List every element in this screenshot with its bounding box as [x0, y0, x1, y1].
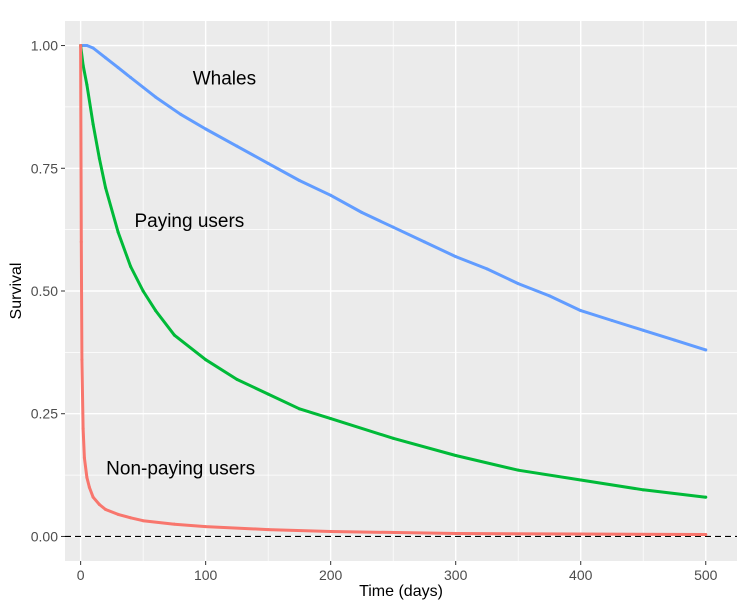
- data-point: [129, 264, 133, 268]
- data-point: [172, 333, 176, 337]
- data-point: [641, 328, 645, 332]
- data-point: [116, 66, 120, 70]
- data-point: [91, 122, 95, 126]
- data-point: [91, 46, 95, 50]
- data-point: [79, 44, 83, 48]
- data-point: [97, 156, 101, 160]
- data-point: [391, 225, 395, 229]
- x-tick-label: 300: [444, 567, 468, 583]
- data-point: [97, 503, 101, 507]
- data-point: [154, 309, 158, 313]
- data-point: [704, 532, 708, 536]
- data-point: [172, 522, 176, 526]
- data-point: [204, 127, 208, 131]
- data-point: [266, 161, 270, 165]
- data-point: [454, 255, 458, 259]
- data-point: [85, 476, 89, 480]
- x-tick-label: 400: [569, 567, 593, 583]
- data-point: [129, 75, 133, 79]
- data-point: [329, 193, 333, 197]
- data-point: [391, 436, 395, 440]
- data-point: [360, 210, 364, 214]
- series-lines: [79, 44, 708, 536]
- y-tick-label: 0.25: [31, 406, 58, 422]
- data-point: [129, 516, 133, 520]
- y-tick-label: 0.75: [31, 160, 58, 176]
- data-point: [116, 230, 120, 234]
- data-point: [204, 358, 208, 362]
- data-point: [516, 282, 520, 286]
- series-whales: [79, 44, 708, 352]
- data-point: [672, 338, 676, 342]
- data-point: [179, 112, 183, 116]
- data-point: [704, 348, 708, 352]
- data-point: [141, 519, 145, 523]
- y-tick-label: 0.50: [31, 283, 58, 299]
- data-point: [104, 186, 108, 190]
- data-point: [79, 240, 83, 244]
- data-point: [235, 377, 239, 381]
- data-point: [104, 56, 108, 60]
- x-axis-title: Time (days): [359, 583, 443, 600]
- x-tick-label: 200: [319, 567, 343, 583]
- x-axis: 0 100 200 300 400 500: [77, 561, 718, 583]
- annotation-label: Paying users: [134, 211, 244, 232]
- data-point: [329, 530, 333, 534]
- data-point: [116, 512, 120, 516]
- data-point: [141, 289, 145, 293]
- data-point: [454, 532, 458, 536]
- data-point: [104, 507, 108, 511]
- data-point: [579, 478, 583, 482]
- data-point: [235, 144, 239, 148]
- data-point: [454, 453, 458, 457]
- series-paying-users: [79, 44, 708, 499]
- x-tick-label: 0: [77, 567, 85, 583]
- data-point: [297, 407, 301, 411]
- data-point: [579, 309, 583, 313]
- data-point: [82, 456, 86, 460]
- data-point: [91, 495, 95, 499]
- y-axis-title: Survival: [8, 263, 25, 320]
- data-point: [485, 267, 489, 271]
- x-tick-label: 100: [194, 567, 218, 583]
- data-point: [154, 95, 158, 99]
- data-point: [297, 179, 301, 183]
- data-point: [85, 83, 89, 87]
- data-point: [579, 532, 583, 536]
- annotation-label: Whales: [193, 68, 256, 89]
- data-point: [610, 318, 614, 322]
- data-point: [422, 240, 426, 244]
- data-point: [641, 488, 645, 492]
- data-point: [204, 525, 208, 529]
- annotation-label: Non-paying users: [106, 459, 255, 480]
- data-point: [87, 485, 91, 489]
- data-point: [329, 417, 333, 421]
- data-point: [266, 392, 270, 396]
- y-tick-label: 1.00: [31, 38, 58, 54]
- y-tick-label: 0.00: [31, 528, 58, 544]
- data-point: [704, 495, 708, 499]
- x-tick-label: 500: [694, 567, 718, 583]
- data-point: [81, 426, 85, 430]
- data-point: [266, 528, 270, 532]
- series-line: [79, 44, 708, 536]
- data-point: [80, 358, 84, 362]
- series-non-paying-users: [79, 44, 708, 536]
- data-point: [547, 294, 551, 298]
- series-line: [79, 44, 708, 499]
- annotations: Whales Paying users Non-paying users: [106, 68, 256, 479]
- data-point: [516, 468, 520, 472]
- data-point: [81, 63, 85, 67]
- data-point: [85, 44, 89, 48]
- y-axis: 0.00 0.25 0.50 0.75 1.00: [31, 38, 65, 544]
